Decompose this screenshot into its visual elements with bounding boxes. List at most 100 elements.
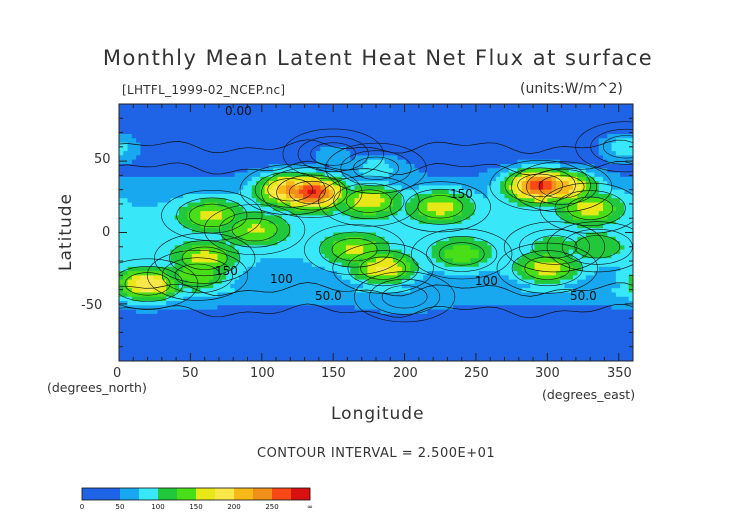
heatmap-cell xyxy=(465,172,471,178)
heatmap-cell xyxy=(405,331,411,336)
heatmap-cell xyxy=(298,228,304,233)
heatmap-cell xyxy=(264,335,270,340)
heatmap-cell xyxy=(183,335,188,340)
heatmap-cell xyxy=(423,176,428,182)
heatmap-cell xyxy=(191,339,197,345)
heatmap-cell xyxy=(166,121,171,126)
heatmap-cell xyxy=(384,288,390,293)
heatmap-cell xyxy=(397,266,403,272)
heatmap-cell xyxy=(174,258,180,263)
heatmap-cell xyxy=(247,228,253,233)
heatmap-cell xyxy=(346,172,351,178)
heatmap-cell xyxy=(410,181,415,186)
heatmap-cell xyxy=(153,155,158,161)
heatmap-cell xyxy=(333,185,338,191)
heatmap-cell xyxy=(213,163,218,169)
heatmap-cell xyxy=(474,104,480,109)
heatmap-cell xyxy=(363,258,368,263)
heatmap-cell xyxy=(230,159,236,165)
heatmap-cell xyxy=(119,219,124,225)
heatmap-cell xyxy=(337,241,343,246)
heatmap-cell xyxy=(131,223,137,229)
heatmap-cell xyxy=(298,151,304,156)
heatmap-cell xyxy=(427,352,433,358)
heatmap-cell xyxy=(208,236,214,242)
heatmap-cell xyxy=(435,322,441,328)
heatmap-cell xyxy=(358,249,364,255)
heatmap-cell xyxy=(397,211,403,216)
heatmap-cell xyxy=(431,228,437,233)
heatmap-cell xyxy=(376,249,381,255)
heatmap-cell xyxy=(414,241,420,246)
heatmap-cell xyxy=(316,189,321,195)
heatmap-cell xyxy=(140,133,146,139)
heatmap-cell xyxy=(136,172,141,178)
heatmap-cell xyxy=(371,215,377,221)
heatmap-cell xyxy=(388,339,394,345)
heatmap-cell xyxy=(136,211,141,216)
heatmap-cell xyxy=(230,129,236,135)
heatmap-cell xyxy=(298,275,304,281)
heatmap-cell xyxy=(307,241,313,246)
heatmap-cell xyxy=(119,176,124,182)
heatmap-cell xyxy=(324,309,330,315)
heatmap-cell xyxy=(294,129,300,135)
heatmap-cell xyxy=(243,155,248,161)
heatmap-cell xyxy=(431,138,437,143)
heatmap-cell xyxy=(354,301,360,306)
heatmap-cell xyxy=(393,339,398,345)
heatmap-cell xyxy=(333,206,338,212)
heatmap-cell xyxy=(238,241,244,246)
heatmap-cell xyxy=(461,331,467,336)
heatmap-cell xyxy=(183,283,188,289)
heatmap-cell xyxy=(371,279,377,285)
heatmap-cell xyxy=(268,339,274,345)
heatmap-cell xyxy=(380,305,385,310)
heatmap-cell xyxy=(183,219,188,225)
heatmap-cell xyxy=(358,112,364,118)
heatmap-cell xyxy=(303,155,308,161)
heatmap-cell xyxy=(371,339,377,345)
heatmap-cell xyxy=(140,228,146,233)
heatmap-cell xyxy=(303,249,308,255)
heatmap-cell xyxy=(363,133,368,139)
heatmap-cell xyxy=(196,181,201,186)
heatmap-cell xyxy=(226,348,231,353)
heatmap-cell xyxy=(470,121,475,126)
heatmap-cell xyxy=(444,168,450,173)
heatmap-cell xyxy=(127,322,133,328)
heatmap-cell xyxy=(281,322,287,328)
heatmap-cell xyxy=(208,108,214,113)
heatmap-cell xyxy=(324,335,330,340)
heatmap-cell xyxy=(221,348,227,353)
heatmap-cell xyxy=(311,121,317,126)
heatmap-cell xyxy=(213,168,218,173)
heatmap-cell xyxy=(465,116,471,122)
heatmap-cell xyxy=(440,142,445,148)
heatmap-cell xyxy=(208,356,214,361)
heatmap-cell xyxy=(337,305,343,310)
heatmap-cell xyxy=(260,112,266,118)
heatmap-cell xyxy=(465,339,471,345)
heatmap-cell xyxy=(444,249,450,255)
heatmap-cell xyxy=(461,189,467,195)
heatmap-cell xyxy=(328,236,334,242)
heatmap-cell xyxy=(435,211,441,216)
heatmap-cell xyxy=(153,266,158,272)
heatmap-cell xyxy=(316,335,321,340)
heatmap-cell xyxy=(324,181,330,186)
heatmap-cell xyxy=(213,339,218,345)
heatmap-cell xyxy=(226,163,231,169)
heatmap-cell xyxy=(251,253,257,259)
heatmap-cell xyxy=(461,283,467,289)
heatmap-cell xyxy=(410,223,415,229)
heatmap-cell xyxy=(388,176,394,182)
heatmap-cell xyxy=(157,146,163,152)
heatmap-cell xyxy=(251,168,257,173)
heatmap-cell xyxy=(423,296,428,302)
heatmap-cell xyxy=(350,163,355,169)
heatmap-cell xyxy=(303,142,308,148)
heatmap-cell xyxy=(136,189,141,195)
heatmap-cell xyxy=(376,253,381,259)
heatmap-cell xyxy=(461,146,467,152)
